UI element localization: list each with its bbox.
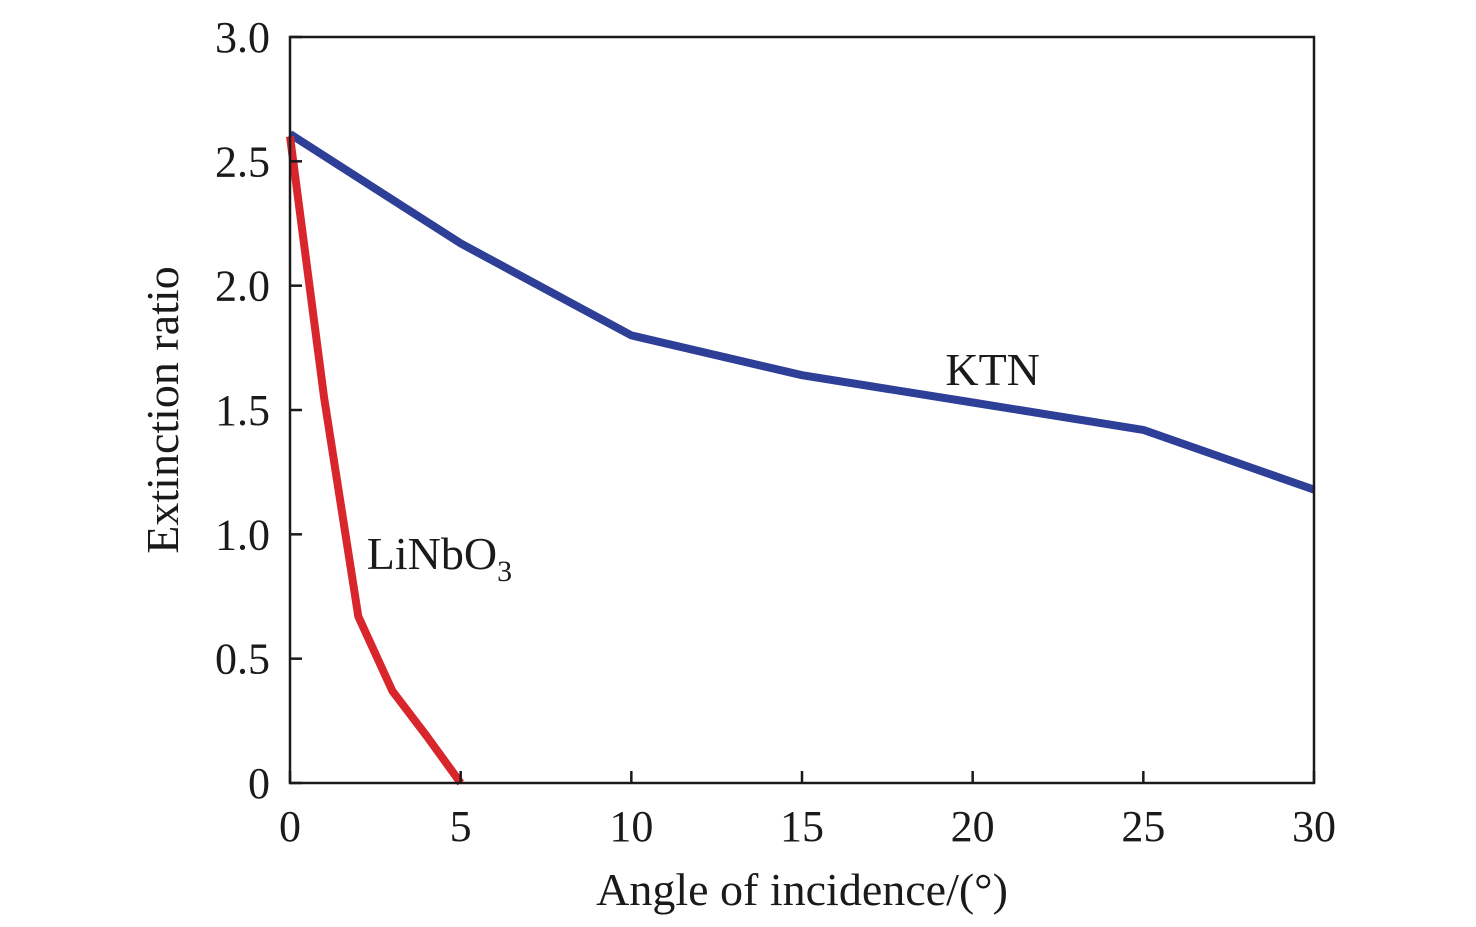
axis-tick-labels: 0 5 10 15 20 25 30 0 0.5 1.0 1.5 2.0 2.5 3.0 xyxy=(215,13,1336,851)
series-line-ktn xyxy=(287,130,1316,494)
x-tick-label: 30 xyxy=(1292,802,1336,851)
y-axis-title: Extinction ratio xyxy=(137,266,188,553)
y-tick-label: 1.5 xyxy=(215,386,270,435)
x-tick-label: 5 xyxy=(450,802,472,851)
series-label-text: KTN xyxy=(945,344,1040,395)
series-line-linbo3 xyxy=(286,135,464,786)
y-tick-label: 0.5 xyxy=(215,635,270,684)
x-tick-label: 20 xyxy=(951,802,995,851)
series-label-ktn: KTN xyxy=(945,344,1040,395)
series-label-linbo3: LiNbO3 xyxy=(367,528,512,588)
x-tick-label: 0 xyxy=(279,802,301,851)
y-tick-label: 0 xyxy=(248,759,270,808)
y-tick-label: 3.0 xyxy=(215,13,270,62)
x-tick-label: 15 xyxy=(780,802,824,851)
y-tick-label: 2.5 xyxy=(215,137,270,186)
y-tick-label: 2.0 xyxy=(215,262,270,311)
series-label-subscript: 3 xyxy=(497,555,512,588)
y-tick-label: 1.0 xyxy=(215,510,270,559)
x-tick-label: 10 xyxy=(609,802,653,851)
x-tick-label: 25 xyxy=(1121,802,1165,851)
plot-area xyxy=(286,130,1316,786)
plot-frame xyxy=(288,35,1316,785)
series-labels: KTN LiNbO3 xyxy=(367,344,1040,588)
axis-ticks xyxy=(288,35,1316,785)
x-axis-title: Angle of incidence/(°) xyxy=(596,864,1008,915)
series-label-text: LiNbO xyxy=(367,528,497,579)
